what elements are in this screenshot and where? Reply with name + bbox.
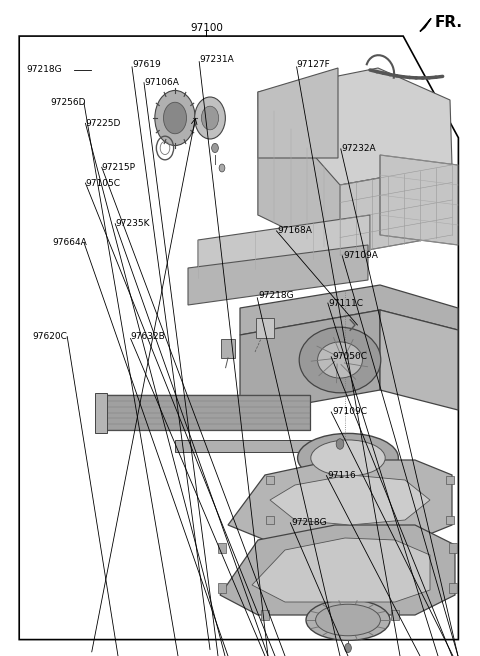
Text: 97225D: 97225D [85, 119, 121, 128]
Text: 97109A: 97109A [343, 251, 378, 260]
Bar [100, 395, 310, 430]
Bar [446, 476, 454, 484]
Polygon shape [19, 36, 458, 640]
Bar [449, 583, 457, 592]
Circle shape [202, 106, 218, 130]
Circle shape [195, 97, 226, 139]
Circle shape [164, 102, 187, 134]
Polygon shape [188, 245, 368, 305]
Text: 97218G: 97218G [291, 518, 327, 527]
Bar [446, 516, 454, 524]
Polygon shape [240, 310, 380, 415]
Polygon shape [420, 18, 431, 31]
Bar [391, 610, 399, 619]
Text: 97218G: 97218G [258, 291, 294, 300]
Circle shape [155, 91, 195, 146]
Text: 97218G: 97218G [26, 65, 62, 74]
Polygon shape [258, 68, 338, 158]
Circle shape [345, 644, 351, 653]
Bar [175, 440, 315, 452]
Bar [266, 476, 274, 484]
Ellipse shape [298, 434, 398, 483]
Text: 97106A: 97106A [144, 78, 179, 87]
Text: 97111C: 97111C [329, 298, 364, 308]
Ellipse shape [299, 327, 381, 393]
Text: 97109C: 97109C [332, 407, 367, 417]
Polygon shape [240, 285, 458, 335]
Ellipse shape [306, 600, 390, 640]
Bar [221, 339, 235, 358]
Polygon shape [380, 310, 458, 410]
Bar [218, 543, 227, 552]
Bar [261, 610, 269, 619]
Text: 97050C: 97050C [332, 352, 367, 361]
Bar [449, 543, 457, 552]
Polygon shape [220, 525, 455, 615]
Text: 97632B: 97632B [131, 332, 165, 341]
Polygon shape [252, 538, 430, 602]
Text: 97100: 97100 [190, 22, 223, 33]
Text: 97215P: 97215P [102, 163, 136, 172]
Circle shape [336, 439, 344, 449]
Text: 97116: 97116 [327, 471, 356, 480]
Text: FR.: FR. [434, 16, 462, 30]
Bar [266, 516, 274, 524]
Bar [218, 583, 227, 592]
Text: 97619: 97619 [132, 60, 161, 70]
Polygon shape [380, 155, 458, 245]
Bar [256, 318, 274, 338]
Text: 97620C: 97620C [33, 332, 68, 341]
Circle shape [219, 164, 225, 172]
Polygon shape [270, 475, 430, 525]
Text: 97231A: 97231A [199, 55, 234, 64]
Ellipse shape [318, 342, 362, 378]
Text: 97235K: 97235K [115, 219, 150, 228]
Bar [95, 393, 107, 433]
Circle shape [212, 144, 218, 153]
Text: 97256D: 97256D [50, 98, 86, 108]
Text: 97127F: 97127F [297, 60, 330, 70]
Text: 97168A: 97168A [277, 226, 312, 236]
Polygon shape [228, 460, 452, 540]
Polygon shape [258, 68, 452, 185]
Polygon shape [340, 165, 452, 255]
Text: 97105C: 97105C [85, 178, 120, 188]
Text: 97664A: 97664A [53, 238, 87, 247]
Ellipse shape [316, 604, 380, 636]
Ellipse shape [311, 440, 385, 476]
Polygon shape [198, 215, 370, 278]
Polygon shape [258, 92, 260, 215]
Text: 97232A: 97232A [342, 144, 376, 154]
Polygon shape [258, 92, 340, 255]
